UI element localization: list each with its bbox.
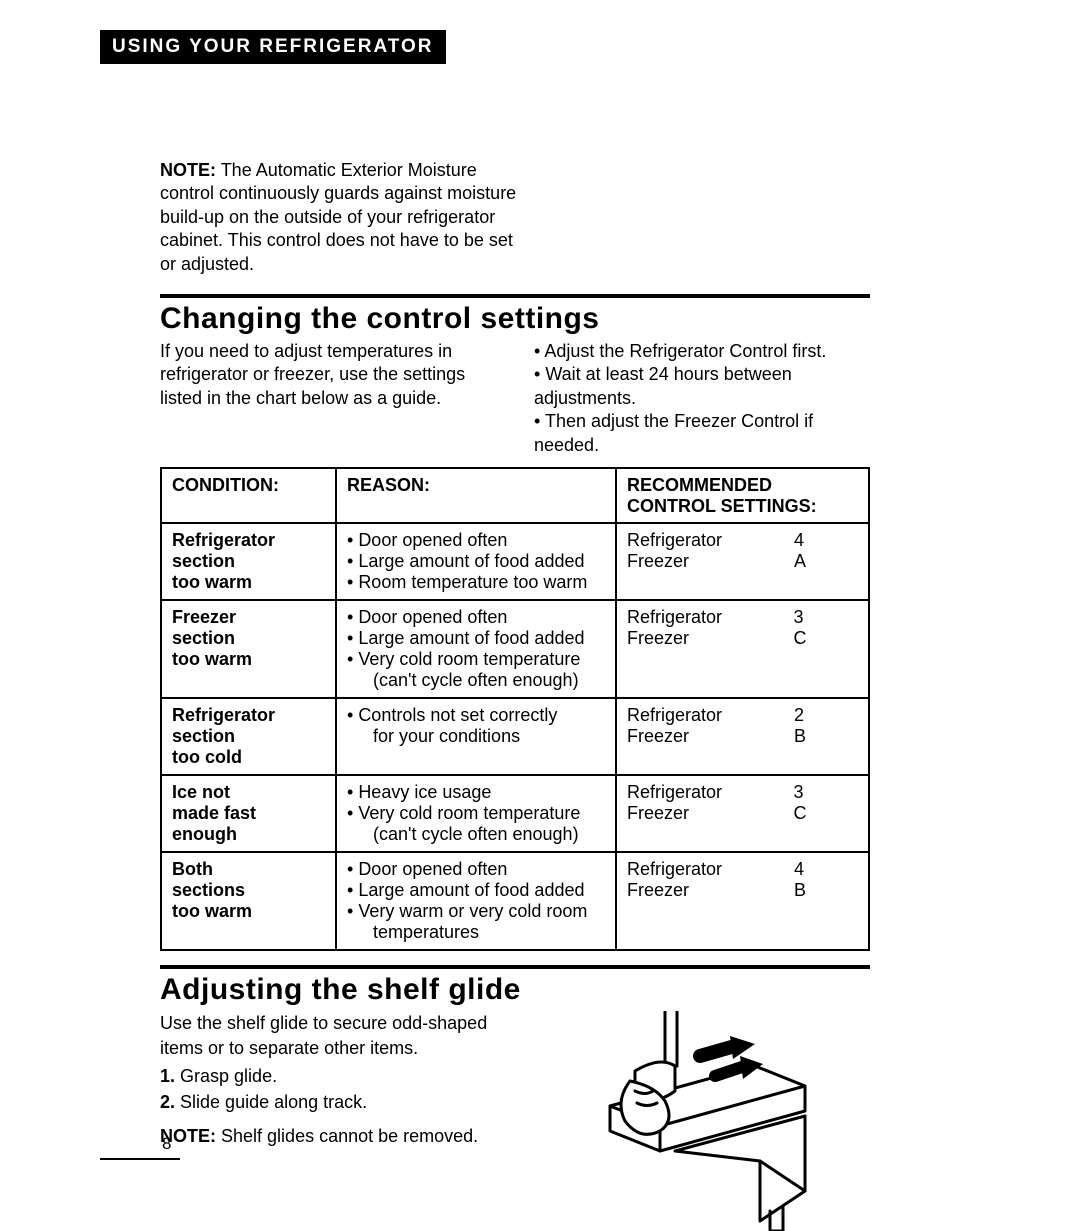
table-row: Bothsectionstoo warmDoor opened oftenLar…	[161, 852, 869, 950]
th-reason: REASON:	[336, 468, 616, 523]
condition-cell: Freezersectiontoo warm	[161, 600, 336, 698]
rec-f-val: C	[794, 628, 858, 649]
changing-intro: If you need to adjust temperatures in re…	[160, 340, 496, 457]
reason-cell: Door opened oftenLarge amount of food ad…	[336, 523, 616, 600]
note-label: NOTE:	[160, 160, 216, 180]
rec-r-label: Refrigerator	[627, 705, 774, 726]
rec-r-label: Refrigerator	[627, 782, 774, 803]
reason-cell: Door opened oftenLarge amount of food ad…	[336, 852, 616, 950]
reason-item: Very cold room temperature(can't cycle o…	[347, 803, 605, 845]
reason-item: Room temperature too warm	[347, 572, 605, 593]
rec-r-val: 3	[794, 782, 858, 803]
step-text: Slide guide along track.	[180, 1092, 367, 1112]
tip-item: Then adjust the Freezer Control if neede…	[534, 410, 870, 457]
rec-r-val: 3	[794, 607, 858, 628]
rec-f-label: Freezer	[627, 803, 774, 824]
rec-f-val: A	[794, 551, 858, 572]
reason-item: Very cold room temperature(can't cycle o…	[347, 649, 605, 691]
glide-steps: 1. Grasp glide. 2. Slide guide along tra…	[160, 1064, 511, 1115]
reason-item: Very warm or very cold roomtemperatures	[347, 901, 605, 943]
reason-item: Door opened often	[347, 859, 605, 880]
rec-r-val: 2	[794, 705, 858, 726]
rec-f-val: C	[794, 803, 858, 824]
reason-item: Large amount of food added	[347, 880, 605, 901]
rec-f-label: Freezer	[627, 880, 774, 901]
reason-item: Large amount of food added	[347, 551, 605, 572]
th-condition: CONDITION:	[161, 468, 336, 523]
table-row: Refrigeratorsectiontoo cold Controls not …	[161, 698, 869, 775]
recommended-cell: Refrigerator 3 Freezer C	[616, 600, 869, 698]
recommended-cell: Refrigerator 2 Freezer B	[616, 698, 869, 775]
glide-note: NOTE: Shelf glides cannot be removed.	[160, 1124, 511, 1148]
changing-tips: Adjust the Refrigerator Control first. W…	[534, 340, 870, 457]
step-item: 1. Grasp glide.	[160, 1064, 511, 1088]
condition-cell: Refrigeratorsectiontoo warm	[161, 523, 336, 600]
reason-item: Door opened often	[347, 607, 605, 628]
reason-item: Door opened often	[347, 530, 605, 551]
step-num: 2.	[160, 1092, 175, 1112]
rec-f-val: B	[794, 880, 858, 901]
reason-cell: Door opened oftenLarge amount of food ad…	[336, 600, 616, 698]
glide-note-text: Shelf glides cannot be removed.	[221, 1126, 478, 1146]
glide-intro: Use the shelf glide to secure odd-shaped…	[160, 1011, 511, 1060]
reason-cell: Controls not set correctlyfor your condi…	[336, 698, 616, 775]
table-row: Refrigeratorsectiontoo warmDoor opened o…	[161, 523, 869, 600]
condition-cell: Bothsectionstoo warm	[161, 852, 336, 950]
rec-r-label: Refrigerator	[627, 530, 774, 551]
th-recommended: RECOMMENDED CONTROL SETTINGS:	[616, 468, 869, 523]
page-number: 8	[162, 1134, 171, 1154]
reason-item: Controls not set correctlyfor your condi…	[347, 705, 605, 747]
glide-illustration	[551, 1011, 870, 1231]
rec-r-label: Refrigerator	[627, 607, 774, 628]
recommended-cell: Refrigerator 3 Freezer C	[616, 775, 869, 852]
rec-f-label: Freezer	[627, 628, 774, 649]
rec-r-label: Refrigerator	[627, 859, 774, 880]
step-text: Grasp glide.	[180, 1066, 277, 1086]
condition-cell: Refrigeratorsectiontoo cold	[161, 698, 336, 775]
section-banner: USING YOUR REFRIGERATOR	[100, 30, 446, 64]
reason-item: Large amount of food added	[347, 628, 605, 649]
th-rec-line2: CONTROL SETTINGS:	[627, 496, 817, 516]
step-num: 1.	[160, 1066, 175, 1086]
changing-intro-row: If you need to adjust temperatures in re…	[160, 340, 870, 457]
changing-title: Changing the control settings	[160, 302, 980, 336]
divider	[160, 294, 870, 298]
recommended-cell: Refrigerator 4 Freezer B	[616, 852, 869, 950]
recommended-cell: Refrigerator 4 Freezer A	[616, 523, 869, 600]
condition-cell: Ice notmade fastenough	[161, 775, 336, 852]
rec-f-val: B	[794, 726, 858, 747]
settings-table: CONDITION: REASON: RECOMMENDED CONTROL S…	[160, 467, 870, 951]
rec-r-val: 4	[794, 530, 858, 551]
th-rec-line1: RECOMMENDED	[627, 475, 772, 495]
table-row: Freezersectiontoo warmDoor opened oftenL…	[161, 600, 869, 698]
rec-r-val: 4	[794, 859, 858, 880]
step-item: 2. Slide guide along track.	[160, 1090, 511, 1114]
reason-cell: Heavy ice usageVery cold room temperatur…	[336, 775, 616, 852]
tip-item: Adjust the Refrigerator Control first.	[534, 340, 870, 363]
tip-item: Wait at least 24 hours between adjustmen…	[534, 363, 870, 410]
footer-rule	[100, 1158, 180, 1160]
rec-f-label: Freezer	[627, 726, 774, 747]
table-row: Ice notmade fastenoughHeavy ice usageVer…	[161, 775, 869, 852]
glide-title: Adjusting the shelf glide	[160, 973, 980, 1007]
reason-item: Heavy ice usage	[347, 782, 605, 803]
moisture-note: NOTE: The Automatic Exterior Moisture co…	[160, 159, 530, 276]
rec-f-label: Freezer	[627, 551, 774, 572]
divider	[160, 965, 870, 969]
